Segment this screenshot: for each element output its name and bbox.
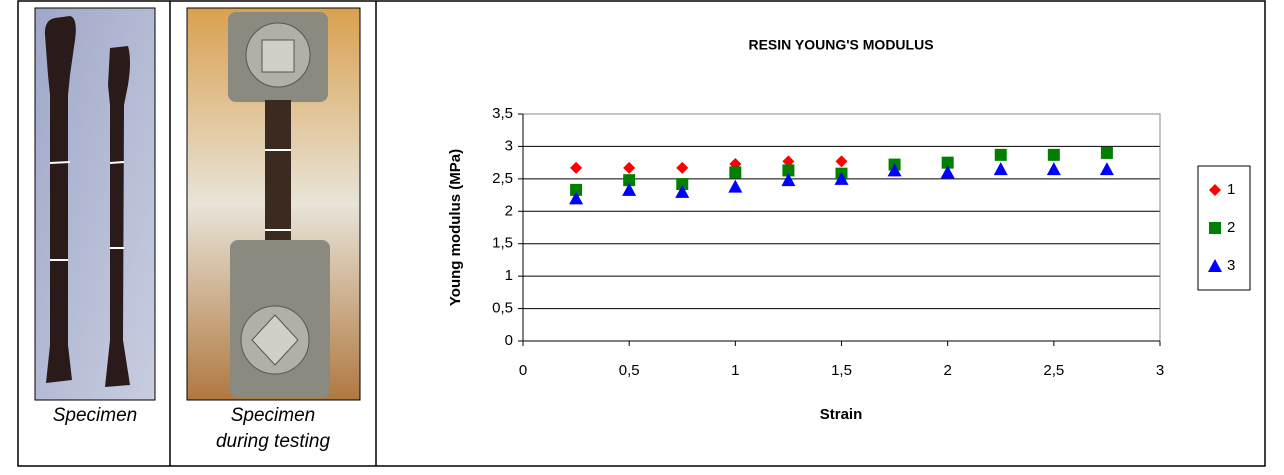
legend-marker [1209,222,1221,234]
point [622,182,637,196]
point [675,184,690,198]
point [993,162,1008,176]
point [570,183,583,196]
legend-marker [1208,259,1222,272]
point [623,174,636,187]
point [1047,148,1060,161]
point [782,164,795,177]
point [728,179,743,193]
point [676,161,689,174]
y-tick-label: 0,5 [492,300,513,317]
caption-text: Specimen during testing [216,405,331,452]
chart: RESIN YOUNG'S MODULUS Strain Young modulus… [447,37,1251,423]
caption-line: Specimen [231,405,316,426]
point [570,161,583,174]
table-border [17,0,1266,467]
x-tick-label: 1 [731,362,739,379]
legend-box [1197,165,1251,291]
y-tick-label: 2,5 [492,170,513,187]
point [941,156,954,169]
y-tick-label: 1,5 [492,235,513,252]
point [782,155,795,168]
caption-line: during testing [216,431,331,452]
y-axis-label: Young modulus (MPa) [447,149,464,306]
caption: Specimen during testing [216,405,331,452]
y-tick-label: 3,5 [492,105,513,122]
point [623,161,636,174]
x-axis-label: Strain [820,406,863,423]
legend-label: 3 [1227,257,1235,274]
point [569,191,584,205]
point [729,166,742,179]
x-tick-label: 0 [519,362,527,379]
chart-title: RESIN YOUNG'S MODULUS [748,37,933,53]
legend-label: 2 [1227,219,1235,236]
plot-area [522,113,1161,342]
x-tick-label: 2 [943,362,951,379]
legend-marker [1209,184,1221,196]
y-tick-label: 1 [505,267,513,284]
point [940,165,955,179]
legend-label: 1 [1227,181,1235,198]
point [834,171,849,185]
x-tick-label: 3 [1156,362,1164,379]
specimen-photo [34,7,156,401]
point [887,163,902,177]
point [1099,162,1114,176]
y-tick-label: 0 [505,332,513,349]
y-tick-label: 2 [505,202,513,219]
x-tick-label: 2,5 [1043,362,1064,379]
x-tick-label: 1,5 [831,362,852,379]
x-tick-label: 0,5 [619,362,640,379]
point [994,148,1007,161]
point [781,173,796,187]
point [676,178,689,191]
y-tick-label: 3 [505,137,513,154]
point [1046,162,1061,176]
caption: Specimen [53,405,138,426]
point [835,155,848,168]
point [1100,146,1113,159]
testing-photo [186,7,361,401]
